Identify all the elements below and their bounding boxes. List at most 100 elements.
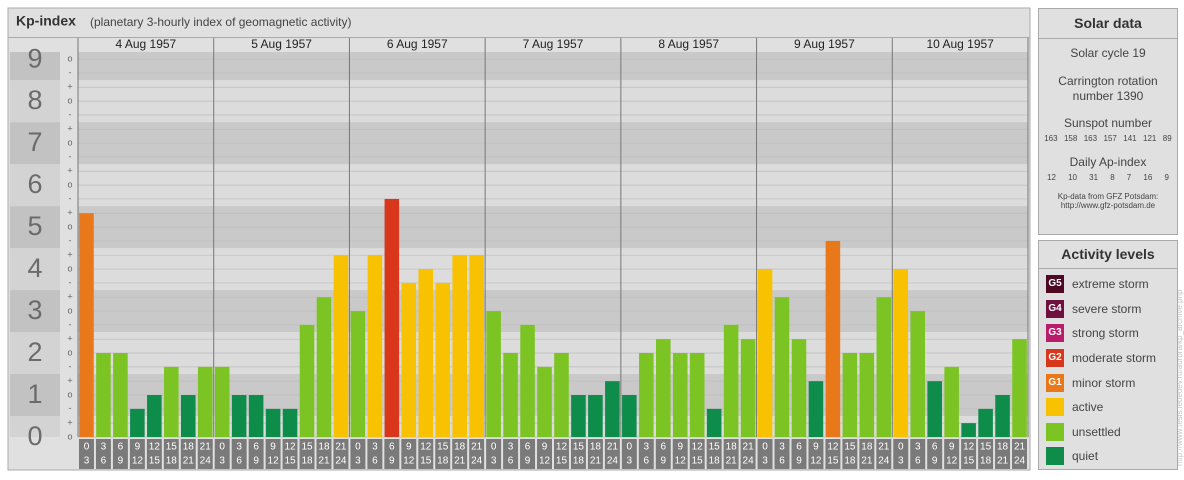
legend-label: unsettled	[1072, 424, 1121, 439]
y-tick-label: 1	[27, 379, 42, 409]
interval-cell	[163, 439, 179, 469]
x-tick-label: 21	[726, 456, 738, 467]
x-tick-label: 0	[762, 442, 768, 453]
minor-tick-label: -	[69, 361, 72, 371]
minor-tick-label: +	[67, 334, 72, 344]
x-tick-label: 6	[236, 456, 242, 467]
sunspot-title: Sunspot number	[1063, 116, 1153, 130]
x-tick-label: 9	[118, 456, 124, 467]
x-tick-label: 6	[779, 456, 785, 467]
interval-cell	[910, 439, 926, 469]
interval-cell	[231, 439, 247, 469]
interval-cell	[112, 439, 128, 469]
label-band	[10, 248, 60, 291]
interval-cell	[621, 439, 637, 469]
interval-cell	[825, 439, 841, 469]
bar	[265, 408, 281, 437]
label-band	[10, 206, 60, 249]
interval-cell	[282, 439, 298, 469]
interval-cell	[316, 439, 332, 469]
minor-tick-label: o	[67, 431, 72, 441]
interval-cell	[706, 439, 722, 469]
label-band	[10, 374, 60, 417]
bar	[655, 339, 671, 437]
x-tick-label: 9	[406, 442, 412, 453]
minor-tick-label: -	[69, 193, 72, 203]
interval-cell	[129, 439, 145, 469]
interval-cell	[554, 439, 569, 469]
minor-tick-label: +	[67, 376, 72, 386]
interval-cell	[689, 439, 705, 469]
level-code: G5	[1048, 278, 1062, 290]
x-tick-label: 21	[318, 456, 330, 467]
ap-value: 31	[1089, 173, 1099, 182]
bar	[452, 255, 467, 437]
bar	[808, 381, 824, 437]
interval-cell	[961, 439, 977, 469]
x-tick-label: 9	[796, 456, 802, 467]
x-tick-label: 15	[437, 442, 449, 453]
bar	[571, 395, 586, 437]
minor-tick-label: -	[69, 319, 72, 329]
x-tick-label: 9	[932, 456, 938, 467]
interval-cell	[401, 439, 417, 469]
minor-tick-label: +	[67, 82, 72, 92]
x-tick-label: 6	[932, 442, 938, 453]
minor-tick-label: -	[69, 235, 72, 245]
label-band	[10, 80, 60, 123]
x-tick-label: 3	[372, 442, 378, 453]
interval-cell	[79, 439, 94, 469]
x-tick-label: 21	[335, 442, 347, 453]
x-tick-label: 9	[270, 442, 276, 453]
interval-cell	[333, 439, 349, 469]
interval-cell	[469, 439, 485, 469]
interval-cell	[638, 439, 654, 469]
minor-tick-label: o	[67, 263, 72, 273]
x-tick-label: 21	[997, 456, 1009, 467]
interval-cell	[774, 439, 790, 469]
bar	[96, 353, 111, 437]
minor-tick-label: o	[67, 54, 72, 64]
x-tick-label: 0	[898, 442, 904, 453]
interval-cell	[757, 439, 773, 469]
label-band	[10, 52, 60, 81]
legend-swatch: G2	[1046, 349, 1064, 368]
bar	[503, 353, 518, 437]
y-tick-label: 3	[27, 295, 42, 325]
legend-swatch	[1046, 422, 1064, 441]
legend-label: extreme storm	[1072, 277, 1149, 292]
bar	[791, 339, 807, 437]
interval-cell	[520, 439, 536, 469]
legend-swatch: G3	[1046, 324, 1064, 343]
label-band	[10, 332, 60, 375]
minor-tick-label: o	[67, 221, 72, 231]
interval-cell	[197, 439, 213, 469]
y-tick-label: 8	[27, 85, 42, 115]
x-tick-label: 12	[284, 442, 296, 453]
x-tick-label: 15	[420, 456, 432, 467]
bar	[401, 282, 417, 437]
x-tick-label: 12	[420, 442, 432, 453]
x-tick-label: 18	[844, 456, 856, 467]
label-band	[10, 416, 60, 437]
x-tick-label: 3	[219, 456, 225, 467]
interval-cell	[876, 439, 892, 469]
sunspot-value: 163	[1083, 134, 1098, 143]
x-tick-label: 15	[573, 442, 585, 453]
x-tick-label: 15	[301, 442, 313, 453]
x-tick-label: 18	[437, 456, 449, 467]
sunspot-row: 163 158 163 157 141 121 89	[1039, 134, 1177, 143]
bar	[282, 408, 298, 437]
y-tick-label: 2	[27, 337, 42, 367]
sunspot-value: 121	[1143, 134, 1157, 143]
label-band	[10, 290, 60, 333]
x-tick-label: 21	[200, 442, 212, 453]
date-label: 10 Aug 1957	[926, 37, 994, 51]
x-tick-label: 0	[627, 442, 633, 453]
bar	[435, 282, 451, 437]
bar	[944, 366, 959, 437]
legend-label: severe storm	[1072, 301, 1142, 316]
x-tick-label: 3	[762, 456, 768, 467]
x-tick-label: 24	[471, 456, 483, 467]
interval-cell	[587, 439, 603, 469]
